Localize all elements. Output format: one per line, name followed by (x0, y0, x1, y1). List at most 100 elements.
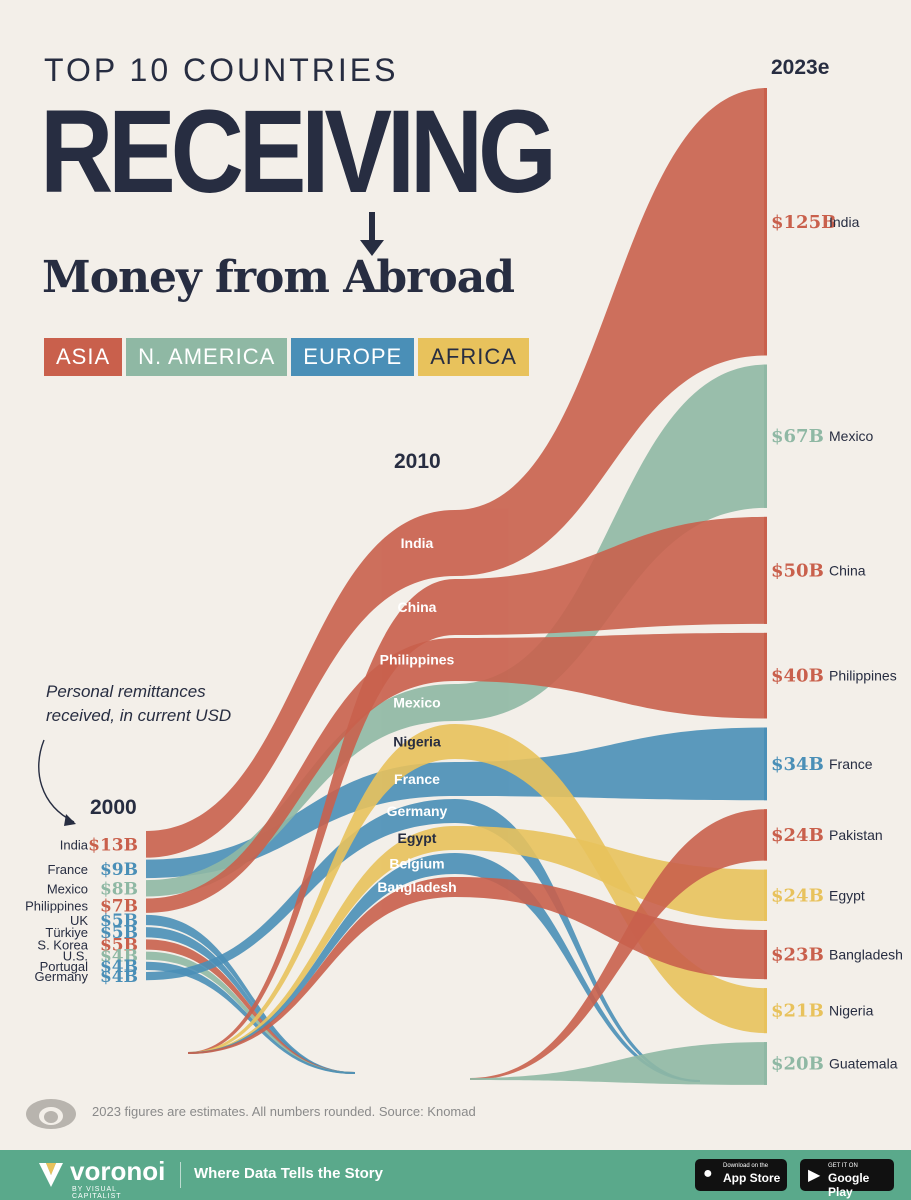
note-arrow-line (38, 739, 75, 823)
value-2000-portugal: $4B (100, 957, 138, 977)
label-2000-mexico: Mexico (47, 881, 88, 896)
legend-north-america: N. AMERICA (126, 338, 288, 376)
year-label-2000: 2000 (90, 796, 137, 819)
flow-exit-portugal-2000 (146, 961, 355, 1074)
label-2023e-china: China (829, 562, 866, 578)
flow-china (188, 516, 767, 1054)
flow-entry-pakistan-2023e (470, 809, 767, 1080)
label-2000-uk: UK (70, 913, 88, 928)
google-play-text: Google Play (828, 1171, 870, 1199)
app-store-small-text: Download on the (723, 1163, 769, 1169)
label-2023e-nigeria: Nigeria (829, 1003, 874, 1019)
value-2000-s-korea: $5B (100, 935, 138, 955)
label-2023e-mexico: Mexico (829, 428, 874, 444)
value-2000-france: $9B (100, 860, 138, 880)
flow-layer (146, 88, 767, 1085)
apple-icon: ● (703, 1165, 713, 1182)
value-2000-uk: $5B (100, 911, 138, 931)
endcap-nigeria (764, 988, 767, 1034)
flow-portugal (146, 961, 355, 1074)
flow-entry-china-2010 (188, 579, 455, 1054)
label-2000-germany: Germany (35, 969, 89, 984)
app-store-text: App Store (723, 1171, 781, 1185)
value-2000-mexico: $8B (100, 879, 138, 899)
source-icon (26, 1099, 76, 1129)
label-2010-india: India (401, 535, 434, 551)
footer-tagline: Where Data Tells the Story (194, 1165, 383, 1182)
value-2000-t-rkiye: $5B (100, 923, 138, 943)
flow-india (146, 88, 767, 858)
title-arrow-head (360, 240, 384, 256)
value-2000-philippines: $7B (100, 897, 138, 917)
flow-segment-bangladesh-2010-2023e (455, 877, 767, 980)
brand-name: voronoi (70, 1156, 166, 1186)
flow-exit-belgium-2010 (455, 853, 700, 1082)
endcap-mexico (764, 364, 767, 508)
flow-entry-guatemala-2023e (470, 1042, 767, 1085)
value-2000-germany: $4B (100, 967, 138, 987)
label-2010-bangladesh: Bangladesh (377, 879, 456, 895)
flow-segment-india-2000-2010 (146, 510, 455, 858)
note-arrow-head (64, 814, 76, 826)
chart-note: Personal remittances received, in curren… (46, 680, 231, 728)
label-2023e-pakistan: Pakistan (829, 827, 883, 843)
flow-exit-s-korea-2000 (146, 939, 355, 1074)
flow-segment-mexico-2010-2023e (455, 364, 767, 721)
brand-subtitle: BY VISUAL CAPITALIST (72, 1186, 122, 1200)
flow-philippines (146, 632, 767, 913)
value-2000-india: $13B (88, 835, 138, 855)
label-2000-philippines: Philippines (25, 899, 88, 914)
endcap-france (764, 727, 767, 801)
label-2010-nigeria: Nigeria (393, 734, 441, 750)
app-store-button[interactable]: ● Download on the App Store (695, 1159, 787, 1191)
google-play-small-text: GET IT ON (828, 1163, 858, 1169)
flow-guatemala (470, 1042, 767, 1085)
region-legend: ASIA N. AMERICA EUROPE AFRICA (44, 338, 533, 376)
label-2000-t-rkiye: Türkiye (45, 925, 88, 940)
flow-segment-egypt-2010-2023e (455, 826, 767, 921)
flow-exit-uk-2000 (146, 914, 355, 1074)
flow-t-rkiye (146, 927, 355, 1074)
label-2010-philippines: Philippines (380, 652, 455, 668)
google-play-button[interactable]: ▶ GET IT ON Google Play (800, 1159, 894, 1199)
endcap-egypt (764, 869, 767, 921)
value-2023e-france: $34B (771, 754, 824, 775)
value-2023e-philippines: $40B (771, 666, 824, 687)
label-2010-france: France (394, 771, 440, 787)
value-2023e-pakistan: $24B (771, 825, 824, 846)
flow-egypt (188, 826, 767, 1054)
label-2000-france: France (48, 862, 88, 877)
flow-exit-t-rkiye-2000 (146, 927, 355, 1074)
value-2023e-china: $50B (771, 560, 824, 581)
flow-pakistan (470, 809, 767, 1080)
footer-divider (180, 1162, 181, 1188)
endcap-bangladesh (764, 929, 767, 980)
label-2000-india: India (60, 837, 89, 852)
value-2023e-mexico: $67B (771, 426, 824, 447)
label-2023e-bangladesh: Bangladesh (829, 947, 903, 963)
note-line-1: Personal remittances (46, 682, 206, 701)
value-2023e-bangladesh: $23B (771, 945, 824, 966)
endcap-pakistan (764, 809, 767, 861)
google-play-icon: ▶ (808, 1167, 821, 1184)
value-2023e-india: $125B (771, 212, 836, 233)
value-2023e-guatemala: $20B (771, 1054, 824, 1075)
label-2023e-france: France (829, 756, 873, 772)
note-line-2: received, in current USD (46, 706, 232, 725)
value-2023e-egypt: $24B (771, 885, 824, 906)
page-subtitle: Money from Abroad (42, 252, 515, 303)
footer-bar: voronoi BY VISUAL CAPITALIST Where Data … (0, 1150, 911, 1200)
flow-exit-germany-2010 (455, 799, 700, 1082)
label-2010-mexico: Mexico (393, 695, 440, 711)
label-2000-u-s: U.S. (63, 949, 88, 964)
label-2000-s-korea: S. Korea (37, 937, 88, 952)
flow-entry-egypt-2010 (188, 826, 455, 1054)
flow-segment-philippines-2000-2010 (146, 638, 455, 913)
value-2000-u-s: $4B (100, 947, 138, 967)
page-title: RECEIVING (40, 86, 557, 218)
flow-bangladesh (188, 877, 767, 1054)
pre-title: TOP 10 COUNTRIES (44, 52, 399, 88)
endcap-china (764, 516, 767, 624)
flow-segment-india-2010-2023e (455, 88, 767, 576)
